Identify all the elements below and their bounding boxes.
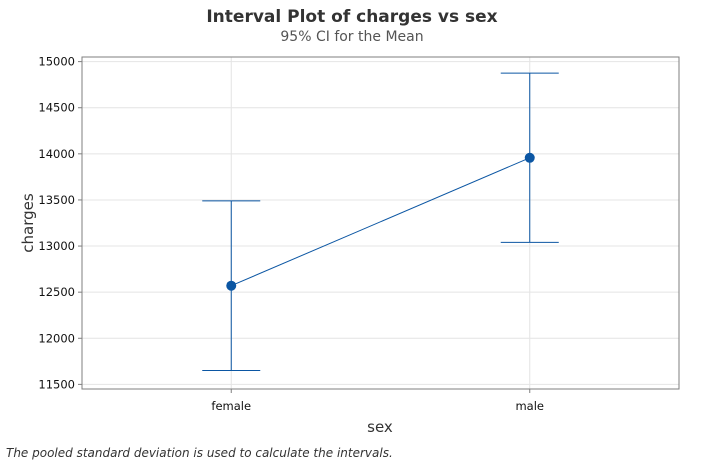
y-tick-label: 14000 xyxy=(38,147,75,161)
chart-title: Interval Plot of charges vs sex xyxy=(206,7,497,27)
mean-point-female xyxy=(226,280,237,291)
chart-subtitle: 95% CI for the Mean xyxy=(280,29,423,45)
y-tick-label: 13500 xyxy=(38,193,75,207)
x-axis-label: sex xyxy=(367,418,393,436)
gridlines xyxy=(82,57,679,389)
mean-point-male xyxy=(524,152,535,163)
mean-connect-line xyxy=(231,157,530,287)
y-axis-ticks: 11500 12000 12500 13000 13500 14000 14500 15000 xyxy=(38,55,82,391)
interval-plot: Interval Plot of charges vs sex 95% CI f… xyxy=(19,7,680,436)
y-tick-label: 13000 xyxy=(38,239,75,253)
x-axis-ticks: female male xyxy=(211,389,544,413)
x-tick-label: male xyxy=(515,399,544,413)
y-tick-label: 12500 xyxy=(38,285,75,299)
interval-marks xyxy=(202,72,559,372)
y-tick-label: 14500 xyxy=(38,101,75,115)
footnote: The pooled standard deviation is used to… xyxy=(6,446,393,460)
x-tick-label: female xyxy=(211,399,251,413)
y-axis-label: charges xyxy=(19,193,37,253)
plot-frame xyxy=(81,56,680,390)
y-tick-label: 12000 xyxy=(38,331,75,345)
y-tick-label: 11500 xyxy=(38,377,75,391)
y-tick-label: 15000 xyxy=(38,55,75,69)
